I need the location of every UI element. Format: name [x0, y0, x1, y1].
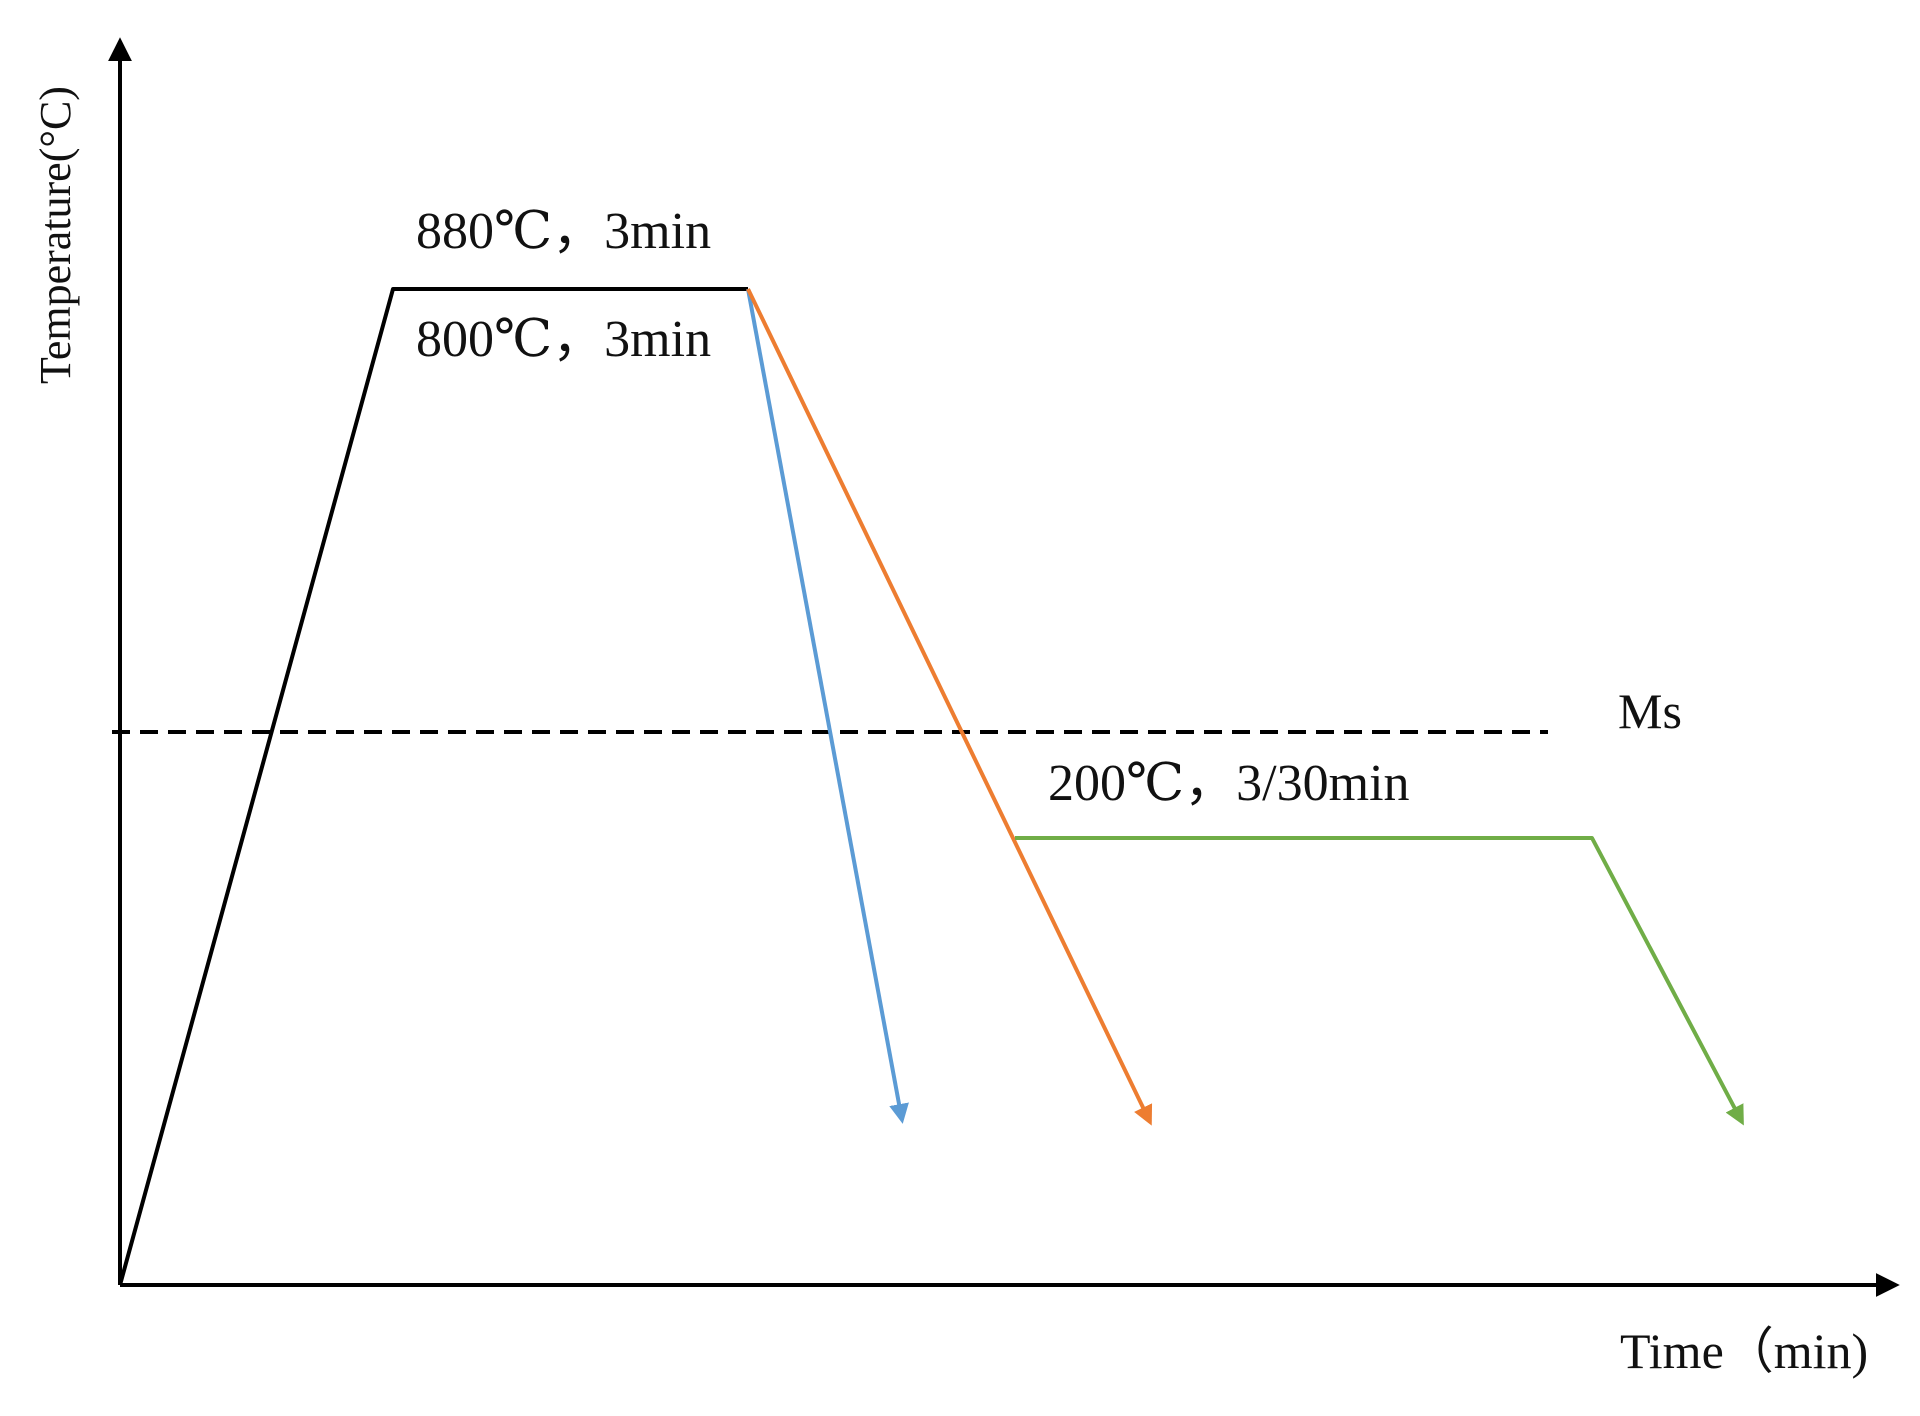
isothermal-route-line	[1015, 836, 1744, 1126]
heating-and-hold-line	[118, 287, 748, 1286]
x-axis-label: Time（min)	[1620, 1323, 1868, 1379]
y-axis-label: Temperature(°C)	[31, 86, 80, 384]
ms-label: Ms	[1618, 683, 1682, 739]
hold-lower-label: 800℃，3min	[416, 311, 711, 368]
slow-quench-line	[746, 288, 1153, 1126]
hold-upper-label: 880℃，3min	[416, 203, 711, 260]
direct-quench-line	[746, 288, 909, 1124]
isothermal-label: 200℃，3/30min	[1048, 755, 1410, 812]
